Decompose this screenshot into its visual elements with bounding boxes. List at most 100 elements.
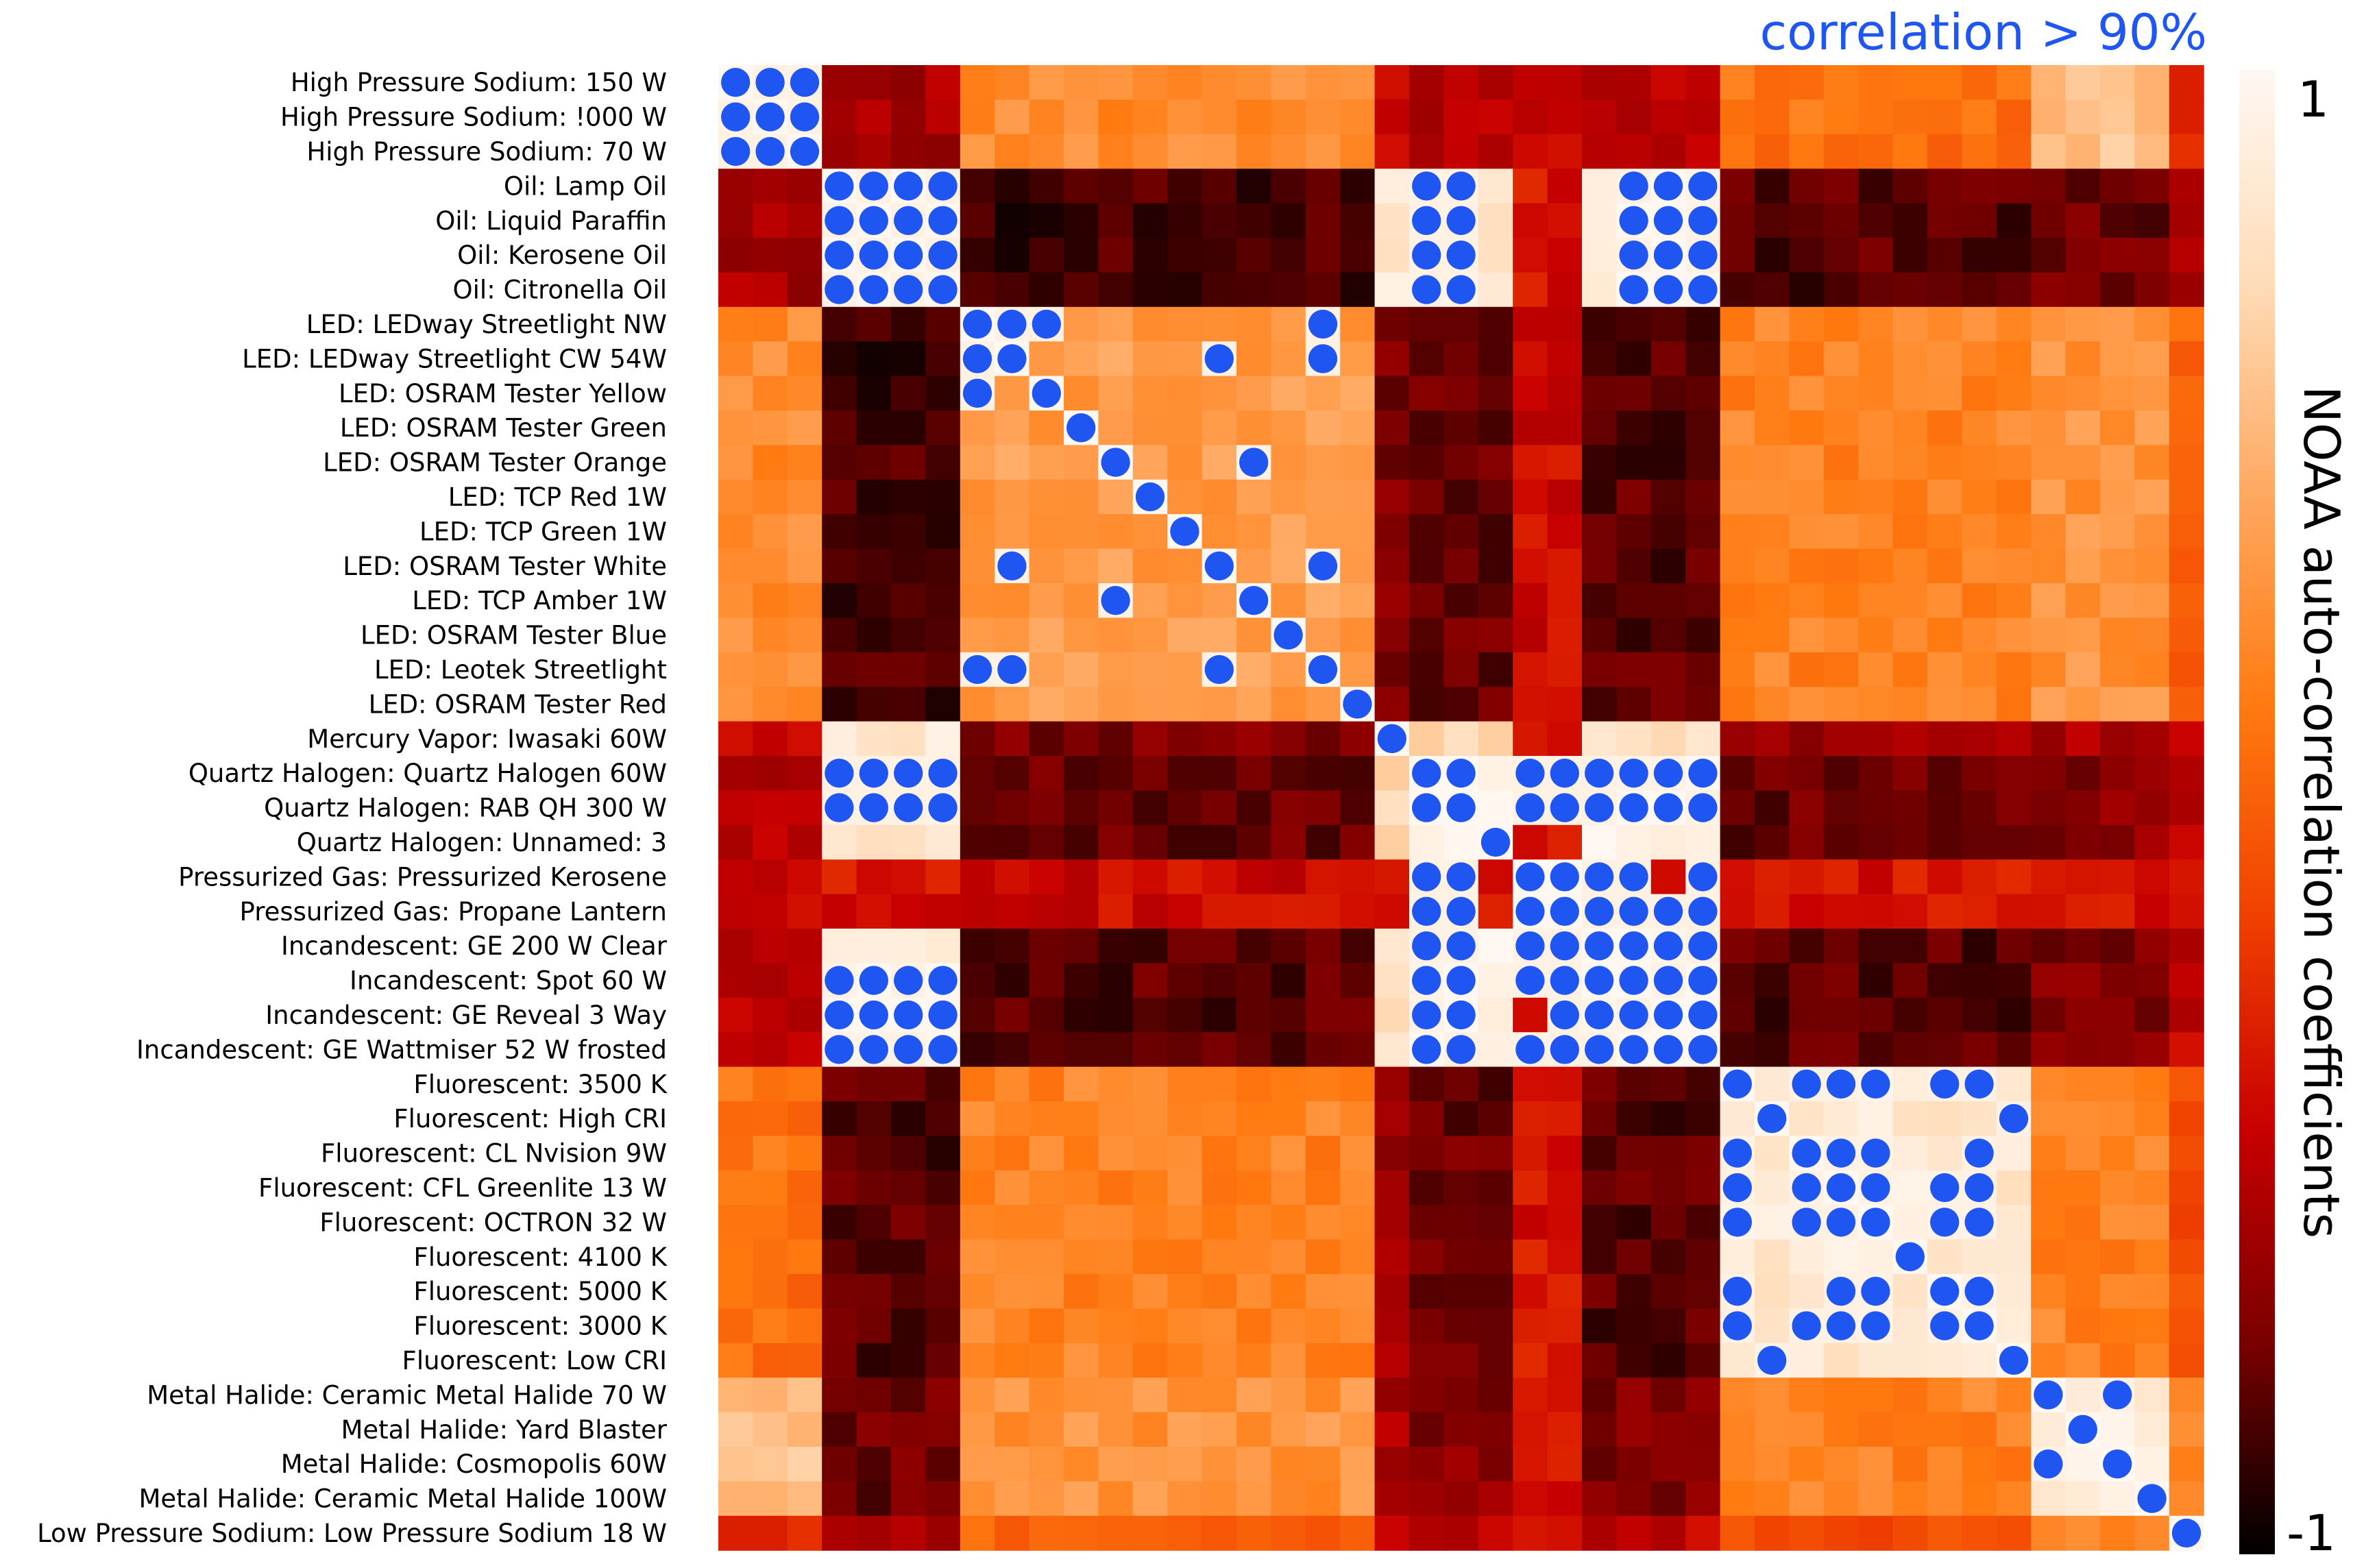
heatmap-cell [995,1447,1030,1482]
heatmap-cell [1755,790,1790,826]
high-correlation-marker [790,68,820,97]
high-correlation-marker [1722,1069,1752,1099]
heatmap-cell [1823,756,1859,791]
heatmap-cell [718,1136,753,1171]
heatmap-cell [2169,1308,2204,1344]
high-correlation-marker [1688,171,1718,201]
heatmap-cell [1478,479,1513,515]
heatmap-cell [1443,548,1479,584]
heatmap-cell [718,963,753,999]
heatmap-cell [1927,721,1962,757]
heatmap-cell [1305,997,1341,1033]
high-correlation-marker [1619,1000,1648,1030]
heatmap-cell [1892,238,1928,273]
heatmap-cell [1996,617,2032,653]
heatmap-cell [1271,1101,1306,1136]
heatmap-cell [2065,617,2101,653]
high-correlation-marker [1515,793,1545,822]
heatmap-cell [1892,1066,1928,1102]
heatmap-cell [1927,1136,1962,1171]
heatmap-cell [1513,1377,1548,1413]
heatmap-cell [1443,1343,1479,1378]
heatmap-cell [1513,445,1548,480]
heatmap-cell [1167,790,1203,826]
heatmap-cell [2065,963,2101,999]
heatmap-cell [787,1343,822,1378]
heatmap-cell [1340,790,1376,826]
heatmap-cell [1892,617,1928,653]
heatmap-cell [960,583,995,618]
heatmap-cell [787,790,822,826]
heatmap-cell [1167,894,1203,929]
heatmap-cell [1858,1343,1894,1378]
heatmap-cell [1305,411,1341,445]
heatmap-cell [1029,479,1064,515]
heatmap-cell [1167,169,1203,204]
heatmap-cell [1927,997,1962,1033]
high-correlation-marker [1999,1345,2029,1375]
heatmap-cell [2134,479,2170,515]
heatmap-cell [1996,445,2032,480]
heatmap-cell [1064,583,1099,618]
heatmap-cell [1720,169,1755,204]
heatmap-cell [1374,1170,1410,1205]
heatmap-cell [1271,134,1306,169]
heatmap-cell [1478,376,1513,411]
heatmap-cell [960,1170,995,1205]
heatmap-cell [1202,272,1237,308]
heatmap-cell [718,1412,753,1447]
heatmap-cell [1098,687,1134,722]
high-correlation-marker [1861,1173,1890,1203]
heatmap-cell [1202,1308,1237,1344]
heatmap-cell [1305,1377,1341,1413]
heatmap-cell [1236,894,1271,929]
heatmap-cell [753,1377,788,1413]
heatmap-cell [2100,1239,2135,1275]
heatmap-cell [753,169,788,204]
heatmap-cell [753,1515,788,1551]
heatmap-cell [2169,1481,2204,1517]
heatmap-cell [1409,824,1444,860]
high-correlation-marker [894,171,923,201]
high-correlation-marker [1653,171,1683,201]
heatmap-cell [1064,894,1099,929]
heatmap-cell [1064,134,1099,169]
heatmap-cell [1305,583,1341,618]
heatmap-cell [1547,341,1583,377]
heatmap-cell [753,514,788,550]
heatmap-cell [1029,1136,1064,1171]
heatmap-cell [1823,1239,1859,1275]
heatmap-cell [960,445,995,480]
heatmap-cell [1132,1515,1168,1551]
heatmap-cell [1167,617,1203,653]
heatmap-cell [2134,548,2170,584]
heatmap-cell [1202,687,1237,722]
heatmap-cell [1029,824,1064,860]
high-correlation-marker [1273,620,1303,650]
heatmap-cell [1340,341,1376,377]
heatmap-cell [1892,652,1928,687]
heatmap-cell [1720,99,1755,135]
heatmap-cell [787,1481,822,1517]
heatmap-cell [718,1377,753,1413]
heatmap-cell [1582,548,1617,584]
heatmap-cell [1650,824,1686,860]
heatmap-cell [2065,1515,2101,1551]
heatmap-cell [1789,583,1825,618]
heatmap-cell [1962,65,1997,100]
heatmap-cell [960,756,995,791]
heatmap-cell [1132,1136,1168,1171]
heatmap-cell [1064,1205,1099,1240]
heatmap-cell [2031,169,2067,204]
heatmap-cell [787,238,822,273]
high-correlation-marker [1826,1311,1856,1340]
heatmap-cell [2100,272,2135,308]
heatmap-cell [1547,272,1583,308]
heatmap-cell [1167,65,1203,100]
heatmap-cell [2169,1170,2204,1205]
heatmap-cell [995,824,1030,860]
heatmap-cell [1029,1066,1064,1102]
heatmap-cell [1374,548,1410,584]
heatmap-cell [1892,1101,1928,1136]
heatmap-cell [2065,341,2101,377]
